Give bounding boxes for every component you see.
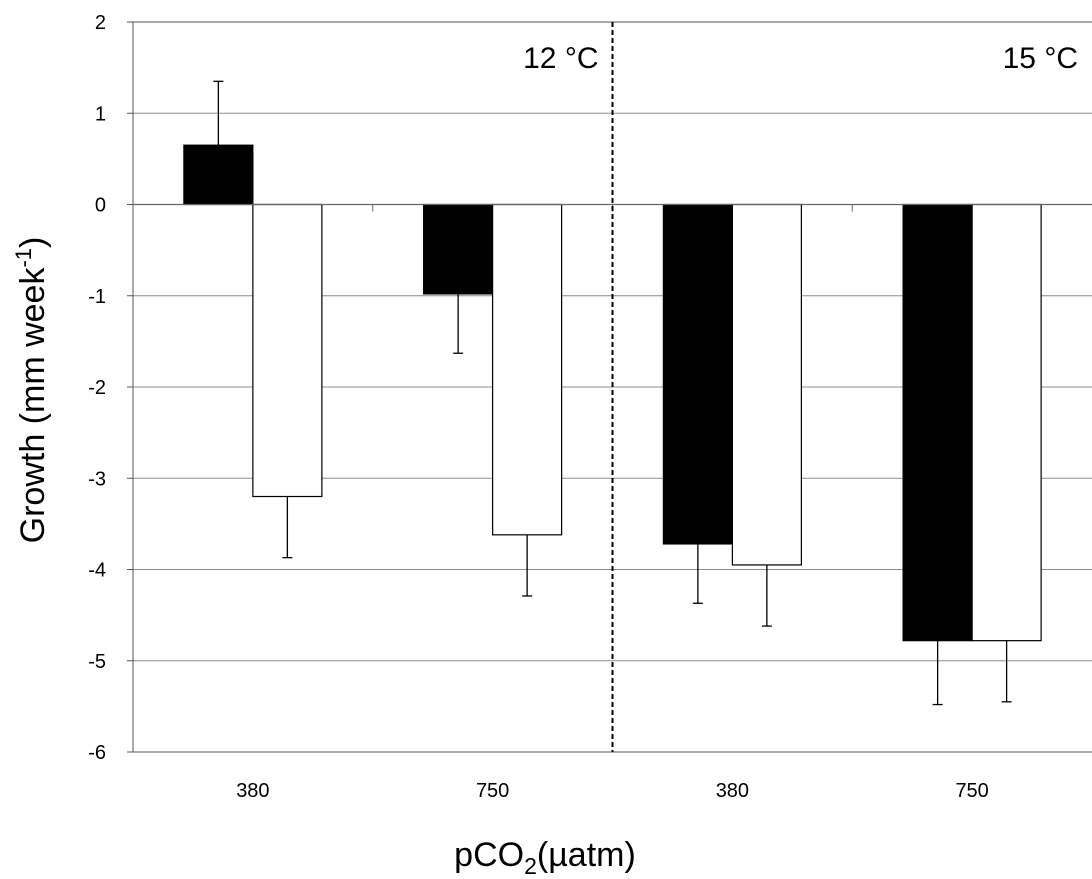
error-bar: [1001, 640, 1012, 703]
bar: [423, 203, 494, 295]
error-bar: [453, 293, 464, 354]
y-tick-label: -3: [88, 468, 106, 490]
error-bar: [932, 640, 943, 706]
x-tick-label: 380: [716, 780, 749, 802]
bar: [662, 203, 733, 545]
x-tick-label: 750: [955, 780, 988, 802]
bar: [731, 203, 802, 566]
bars: [183, 144, 1042, 642]
y-tick-label: -6: [88, 742, 106, 764]
y-tick-label: -2: [88, 377, 106, 399]
y-axis-title: Growth (mm week-1): [11, 237, 52, 544]
bar: [971, 203, 1042, 642]
labels: 2 1 0 -1 -2 -3 -4 -5 -6 380 750 380 750 12 °C 15 °C: [88, 12, 1078, 802]
y-tick-label: -5: [88, 651, 106, 673]
y-tick-label: 2: [95, 12, 106, 34]
x-tick-label: 380: [236, 780, 269, 802]
panel-label: 12 °C: [523, 42, 598, 75]
error-bar: [282, 496, 293, 559]
axes: [127, 21, 1092, 753]
bar: [252, 203, 323, 498]
bar: [183, 144, 254, 206]
y-tick-label: -1: [88, 286, 106, 308]
bar: [492, 203, 563, 536]
error-bars: [213, 80, 1012, 706]
panel-label: 15 °C: [1003, 42, 1078, 75]
y-tick-label: -4: [88, 560, 106, 582]
error-bar: [692, 543, 703, 604]
error-bar: [522, 534, 533, 597]
bar: [902, 203, 973, 642]
error-bar: [213, 80, 224, 146]
y-tick-label: 0: [95, 195, 106, 217]
x-tick-label: 750: [476, 780, 509, 802]
x-axis-title: pCO2(µatm): [454, 836, 636, 879]
error-bar: [761, 564, 772, 627]
y-tick-label: 1: [95, 103, 106, 125]
